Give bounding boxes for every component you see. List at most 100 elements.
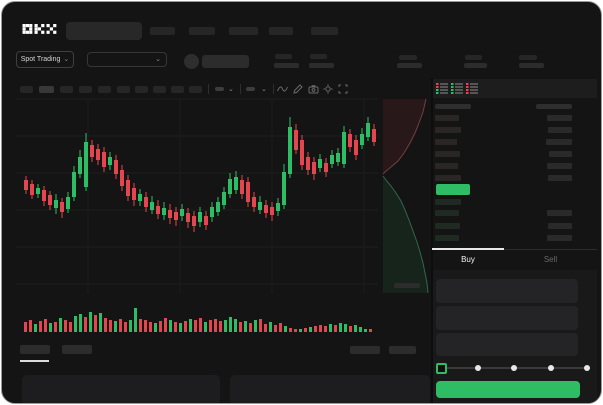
stat-value-placeholder xyxy=(309,63,334,68)
amount-bar-placeholder xyxy=(547,235,572,241)
nav-pill[interactable] xyxy=(229,27,258,35)
stat-value-placeholder xyxy=(274,63,299,68)
interval-label-placeholder xyxy=(215,87,224,91)
orderbook-ask-row[interactable] xyxy=(433,151,597,158)
okx-logo-icon[interactable] xyxy=(22,24,57,34)
orderbook-ask-row[interactable] xyxy=(433,139,597,146)
orderbook-ask-row[interactable] xyxy=(433,163,597,170)
stat-value-placeholder xyxy=(464,63,487,68)
amount-bar-placeholder xyxy=(547,163,572,169)
buy-tab-underline xyxy=(432,248,504,250)
slider-dot[interactable] xyxy=(584,365,590,371)
orderbook-bid-row[interactable] xyxy=(433,210,597,217)
book-asks-only-icon[interactable] xyxy=(466,83,478,94)
orderbook-bid-row[interactable] xyxy=(433,235,597,242)
stat-label-placeholder xyxy=(310,54,327,59)
chevron-down-icon: ⌄ xyxy=(261,86,267,93)
orderbook-amount-header-placeholder xyxy=(536,104,572,109)
toolbar-divider xyxy=(208,84,209,94)
amount-bar-placeholder xyxy=(549,151,572,157)
chart-toolbar: ⌄ ⌄ xyxy=(2,80,430,98)
orderbook-price-header-placeholder xyxy=(435,104,471,109)
toolbar-divider xyxy=(240,84,241,94)
stat-label-placeholder xyxy=(465,55,482,60)
active-tab-underline xyxy=(20,360,49,362)
slider-handle[interactable] xyxy=(436,363,447,374)
subbar: Spot Trading ⌄ ⌄ xyxy=(2,48,601,78)
book-bids-only-icon[interactable] xyxy=(451,83,463,94)
amount-slider[interactable] xyxy=(433,355,597,374)
timeframe-pill[interactable] xyxy=(153,86,166,93)
timeframe-pill[interactable] xyxy=(189,86,202,93)
stat-value-placeholder xyxy=(519,63,544,68)
chart-tab-pill[interactable] xyxy=(350,346,380,354)
orderbook-bid-row[interactable] xyxy=(433,199,597,206)
chevron-down-icon: ⌄ xyxy=(63,56,70,63)
amount-bar-placeholder xyxy=(548,175,572,181)
price-bar-placeholder xyxy=(435,235,459,241)
candlestick-chart[interactable] xyxy=(16,98,378,294)
price-bar-placeholder xyxy=(435,210,459,216)
slider-dot[interactable] xyxy=(548,365,554,371)
timeframe-pill-active[interactable] xyxy=(39,86,54,93)
panel-divider xyxy=(431,78,433,403)
buy-tab[interactable]: Buy xyxy=(461,255,475,264)
settings-gear-icon[interactable] xyxy=(323,84,333,94)
pair-label-placeholder xyxy=(202,55,249,68)
orderbook-bid-row[interactable] xyxy=(433,223,597,230)
last-price-badge[interactable] xyxy=(436,184,470,195)
total-input[interactable] xyxy=(436,333,578,356)
amount-bar-placeholder xyxy=(548,223,572,229)
price-bar-placeholder xyxy=(435,127,461,133)
orderbook-rows xyxy=(433,78,597,328)
price-input[interactable] xyxy=(436,279,578,303)
timeframe-pill[interactable] xyxy=(171,86,184,93)
book-both-icon[interactable] xyxy=(436,83,448,94)
timeframe-pill[interactable] xyxy=(117,86,130,93)
chart-type-wave-icon[interactable] xyxy=(277,84,288,94)
timeframe-pill[interactable] xyxy=(98,86,111,93)
nav-pill[interactable] xyxy=(311,27,338,35)
slider-dot[interactable] xyxy=(511,365,517,371)
nav-pill[interactable] xyxy=(150,27,175,35)
stat-label-placeholder xyxy=(275,54,292,59)
draw-pencil-icon[interactable] xyxy=(293,84,303,94)
price-bar-placeholder xyxy=(435,115,459,121)
market-selector-button[interactable]: Spot Trading ⌄ xyxy=(16,51,74,68)
topbar xyxy=(2,2,601,48)
chart-tab-pill[interactable] xyxy=(389,346,416,354)
amount-input[interactable] xyxy=(436,306,578,330)
market-selector-label: Spot Trading xyxy=(20,56,61,63)
price-bar-placeholder xyxy=(435,163,458,169)
stat-label-placeholder xyxy=(399,55,417,60)
interval-dropdown[interactable]: ⌄ xyxy=(214,84,236,94)
fullscreen-icon[interactable] xyxy=(338,84,348,94)
chart-tab-pill[interactable] xyxy=(62,345,92,354)
stat-value-placeholder xyxy=(397,63,422,68)
timeframe-pill[interactable] xyxy=(60,86,73,93)
timeframe-pill[interactable] xyxy=(79,86,92,93)
slider-dot[interactable] xyxy=(475,365,481,371)
depth-chart[interactable] xyxy=(379,98,431,294)
orderbook-toolbar xyxy=(433,79,597,98)
camera-icon[interactable] xyxy=(308,84,319,94)
price-bar-placeholder xyxy=(435,223,460,229)
sell-tab[interactable]: Sell xyxy=(543,255,558,264)
indicators-dropdown[interactable]: ⌄ xyxy=(245,84,269,94)
orderbook-ask-row[interactable] xyxy=(433,127,597,134)
trade-form xyxy=(433,270,597,403)
chart-tab-pill[interactable] xyxy=(20,345,50,354)
orderbook-panel: Buy Sell xyxy=(432,78,597,403)
orderbook-ask-row[interactable] xyxy=(433,175,597,182)
nav-pill[interactable] xyxy=(269,27,293,35)
pair-selector-dropdown[interactable]: ⌄ xyxy=(87,52,167,67)
timeframe-pill[interactable] xyxy=(135,86,148,93)
buy-submit-button[interactable] xyxy=(436,381,580,398)
orderbook-ask-row[interactable] xyxy=(433,115,597,122)
search-input[interactable] xyxy=(66,22,142,40)
timeframe-pill[interactable] xyxy=(20,86,33,93)
nav-pill[interactable] xyxy=(189,27,215,35)
price-bar-placeholder xyxy=(435,139,457,145)
amount-bar-placeholder xyxy=(548,127,572,133)
